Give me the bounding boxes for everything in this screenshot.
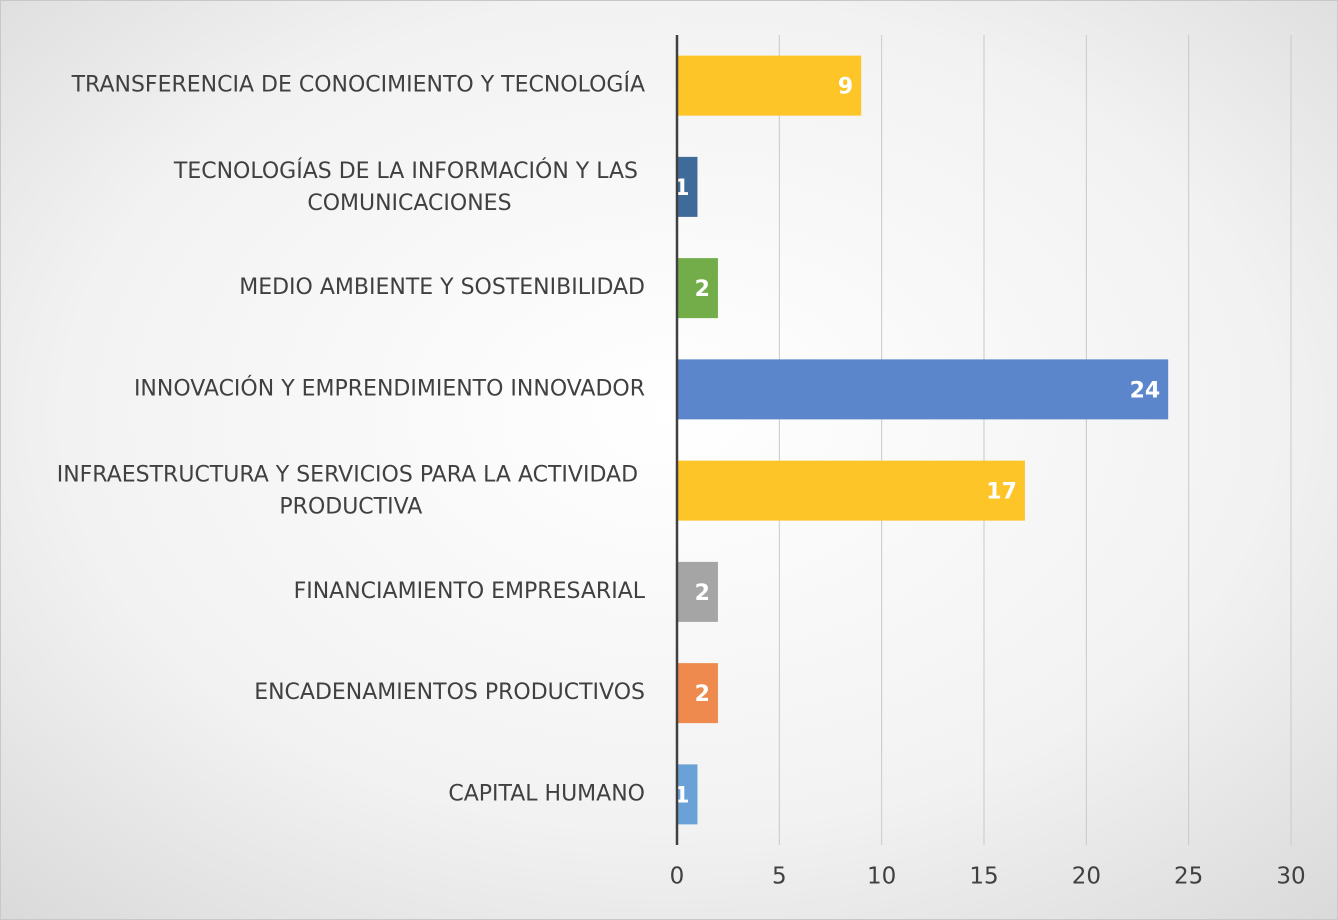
y-tick-label: INNOVACIÓN Y EMPRENDIMIENTO INNOVADOR (134, 375, 645, 401)
bar (677, 359, 1169, 420)
y-tick-label: TECNOLOGÍAS DE LA INFORMACIÓN Y LAS COMU… (173, 158, 645, 216)
data-label: 24 (1130, 378, 1161, 403)
x-tick-label: 15 (969, 864, 998, 890)
x-tick-label: 20 (1072, 864, 1101, 890)
y-tick-label: ENCADENAMIENTOS PRODUCTIVOS (254, 680, 645, 705)
bar (677, 258, 718, 319)
bar (677, 561, 718, 622)
data-label: 2 (695, 682, 710, 707)
bar (677, 663, 718, 724)
y-tick-label: MEDIO AMBIENTE Y SOSTENIBILIDAD (239, 275, 645, 300)
data-label: 2 (695, 277, 710, 302)
y-tick-label: INFRAESTRUCTURA Y SERVICIOS PARA LA ACTI… (57, 463, 645, 520)
y-tick-label: CAPITAL HUMANO (448, 781, 645, 806)
bar (677, 156, 698, 217)
x-tick-label: 30 (1276, 864, 1305, 890)
bar (677, 764, 698, 825)
bar (677, 460, 1025, 521)
data-label: 2 (695, 581, 710, 606)
y-tick-label: TRANSFERENCIA DE CONOCIMIENTO Y TECNOLOG… (71, 72, 645, 98)
bar (677, 55, 862, 116)
y-tick-label: FINANCIAMIENTO EMPRESARIAL (294, 579, 646, 604)
x-tick-label: 25 (1174, 864, 1203, 890)
x-tick-label: 5 (772, 864, 787, 890)
x-tick-label: 10 (867, 864, 896, 890)
x-tick-label: 0 (670, 864, 685, 890)
data-label: 17 (986, 480, 1017, 505)
data-label: 9 (838, 75, 853, 100)
